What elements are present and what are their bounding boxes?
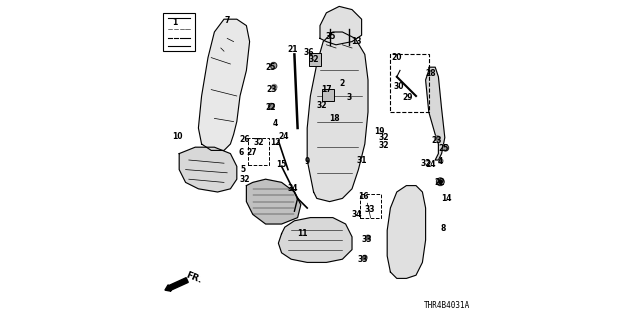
Bar	[248, 138, 269, 165]
Circle shape	[442, 145, 449, 151]
Polygon shape	[278, 218, 352, 262]
Bar	[309, 53, 321, 66]
Text: 32: 32	[420, 159, 431, 168]
Text: 34: 34	[287, 184, 298, 193]
Text: 24: 24	[278, 132, 289, 140]
Text: 31: 31	[356, 156, 367, 164]
Bar	[322, 89, 334, 101]
Text: 16: 16	[358, 192, 369, 201]
Text: 34: 34	[351, 210, 362, 219]
Circle shape	[272, 84, 277, 90]
Text: 4: 4	[437, 157, 443, 166]
Bar	[163, 13, 195, 51]
Text: 24: 24	[425, 160, 436, 169]
Circle shape	[439, 180, 442, 183]
Text: FR.: FR.	[184, 271, 203, 285]
Text: 33: 33	[361, 236, 372, 244]
Text: 12: 12	[270, 138, 280, 147]
Text: 4: 4	[273, 119, 278, 128]
Text: 33: 33	[358, 255, 369, 264]
Text: 23: 23	[431, 136, 442, 145]
Text: 6: 6	[239, 148, 244, 156]
Text: THR4B4031A: THR4B4031A	[424, 301, 470, 310]
Text: 25: 25	[438, 144, 449, 153]
Text: 8: 8	[440, 224, 446, 233]
Text: 22: 22	[435, 178, 445, 187]
Text: 17: 17	[321, 85, 332, 94]
Text: 3: 3	[346, 93, 351, 102]
Circle shape	[435, 136, 440, 141]
Text: 15: 15	[276, 160, 287, 169]
Text: 25: 25	[265, 63, 276, 72]
Text: 32: 32	[308, 55, 319, 64]
Text: 26: 26	[239, 135, 250, 144]
Circle shape	[366, 235, 370, 240]
Polygon shape	[307, 32, 368, 202]
Text: 35: 35	[326, 32, 337, 41]
Text: 5: 5	[241, 165, 246, 174]
Polygon shape	[198, 19, 250, 150]
Circle shape	[439, 159, 443, 163]
Polygon shape	[179, 147, 237, 192]
Text: 30: 30	[393, 82, 404, 91]
Text: 2: 2	[340, 79, 345, 88]
Text: 18: 18	[329, 114, 340, 123]
Text: 14: 14	[441, 194, 452, 203]
Text: 20: 20	[392, 53, 402, 62]
Circle shape	[362, 255, 367, 260]
FancyArrow shape	[165, 278, 188, 291]
Text: 13: 13	[351, 37, 362, 46]
Text: 32: 32	[379, 133, 389, 142]
Text: 28: 28	[425, 69, 436, 78]
Text: 10: 10	[172, 132, 183, 140]
Text: 9: 9	[305, 157, 310, 166]
Text: 22: 22	[265, 103, 276, 112]
Text: 27: 27	[246, 148, 257, 156]
Bar	[360, 194, 381, 218]
Text: 21: 21	[287, 45, 298, 54]
Text: 32: 32	[239, 175, 250, 184]
Polygon shape	[246, 179, 301, 224]
Circle shape	[436, 178, 444, 186]
Bar	[390, 54, 429, 112]
Text: 36: 36	[303, 48, 314, 57]
Text: 29: 29	[403, 93, 413, 102]
Text: 11: 11	[297, 229, 308, 238]
Text: 32: 32	[316, 101, 327, 110]
Polygon shape	[320, 6, 362, 45]
Polygon shape	[387, 186, 426, 278]
Text: 19: 19	[374, 127, 385, 136]
Polygon shape	[426, 67, 445, 160]
Text: 7: 7	[225, 16, 230, 25]
Text: 1: 1	[172, 18, 177, 27]
Circle shape	[271, 62, 277, 69]
Text: 32: 32	[254, 138, 264, 147]
Circle shape	[269, 103, 275, 109]
Text: 23: 23	[267, 85, 277, 94]
Text: 33: 33	[364, 205, 375, 214]
Text: 32: 32	[379, 141, 389, 150]
